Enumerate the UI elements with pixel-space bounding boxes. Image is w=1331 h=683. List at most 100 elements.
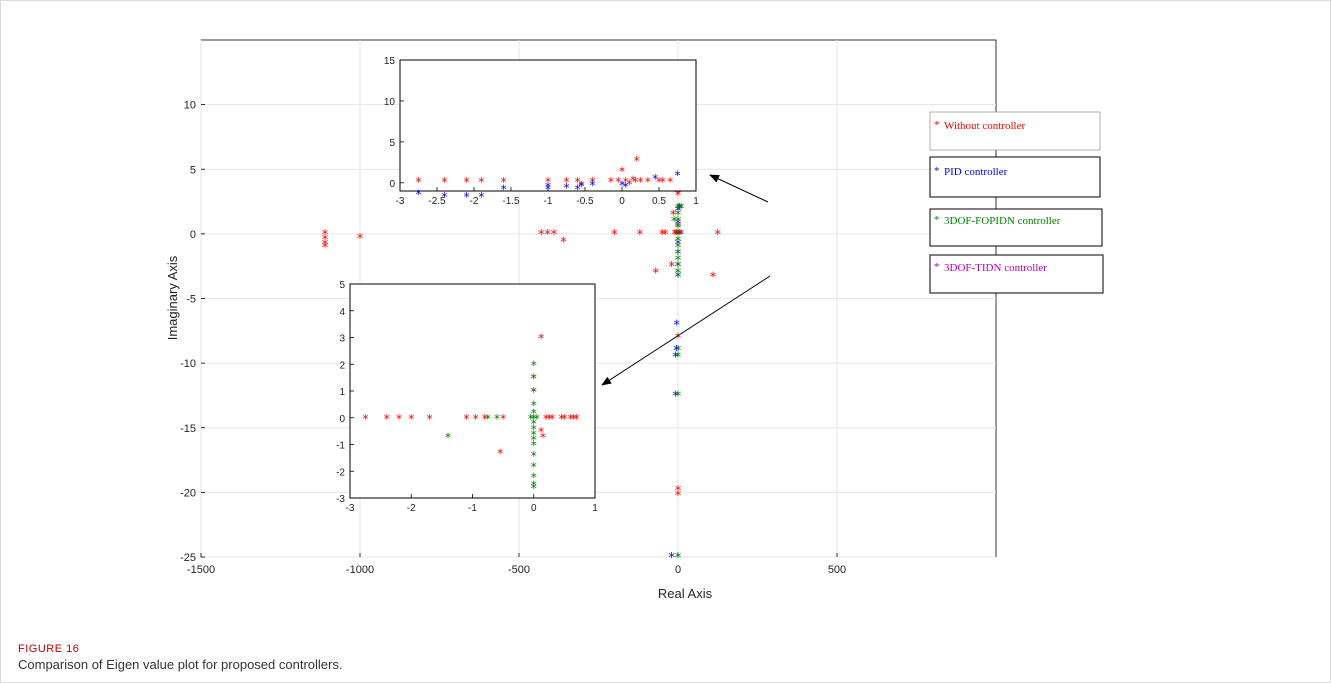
point-without-controller: * [670,208,677,223]
point-without-controller: * [531,372,537,386]
point-without-controller: * [615,175,621,189]
point-without-controller: * [568,412,574,426]
point-without-controller: * [608,175,614,189]
point-pid-controller: * [672,351,679,366]
point-without-controller: * [619,165,625,179]
point-3dof-fopidn-controller: * [675,260,682,275]
point-pid-controller: * [441,190,447,204]
point-3dof-fopidn-controller: * [531,479,537,493]
legend-label-fopidn: 3DOF-FOPIDN controller [944,215,1061,227]
point-pid-controller: * [675,271,682,286]
legend-marker-fopidn: * [934,214,940,226]
point-without-controller: * [322,228,329,243]
inset-top-plot-area [399,59,697,192]
inset-bottom-data-points: * * * * * * * *********** ** ***** * **************… [362,332,579,496]
legend-box-tidn [929,254,1104,294]
main-data-points: ***** * * *** ******************************… [322,62,722,566]
point-without-controller: * [564,175,570,189]
figure-caption: Comparison of Eigen value plot for propo… [18,657,343,672]
point-3dof-fopidn-controller: * [675,234,682,249]
point-without-controller: * [710,271,717,286]
y-tick-label: 10 [384,97,396,108]
point-3dof-fopidn-controller: * [531,358,537,372]
legend: * Without controller * PID controller * … [929,111,1104,294]
x-tick-label: -1.5 [502,196,520,207]
point-without-controller: * [660,175,666,189]
point-3dof-fopidn-controller: * [531,471,537,485]
point-3dof-fopidn-controller: * [531,481,537,495]
y-tick-label: -5 [186,294,196,306]
point-3dof-fopidn-controller: * [675,344,682,359]
point-without-controller: * [427,412,433,426]
legend-box-fopidn [929,208,1103,247]
point-without-controller: * [632,175,638,189]
point-3dof-fopidn-controller: * [675,267,682,282]
point-without-controller: * [630,174,636,188]
x-tick-label: -2.5 [428,196,446,207]
point-without-controller: * [626,178,632,192]
legend-marker-pid: * [934,165,940,177]
point-3dof-fopidn-controller: * [675,271,682,286]
point-3dof-fopidn-controller: * [485,412,491,426]
point-without-controller: * [546,412,552,426]
y-tick-label: -1 [336,441,345,452]
point-pid-controller: * [464,190,470,204]
point-without-controller: * [645,175,651,189]
inset-bottom-axis-ticks: -3 -2 -1 0 1 -3 -2 -1 0 1 2 3 4 5 [336,280,598,514]
point-pid-controller: * [675,238,682,253]
point-3dof-fopidn-controller: * [531,428,537,442]
point-without-controller: * [638,175,644,189]
point-3dof-fopidn-controller: * [528,412,534,426]
point-without-controller: * [675,220,682,235]
point-without-controller: * [672,228,679,243]
point-without-controller: * [501,175,507,189]
point-without-controller: * [637,228,644,243]
point-without-controller: * [362,412,368,426]
point-pid-controller: * [575,183,581,197]
point-without-controller: * [543,412,549,426]
point-3dof-fopidn-controller: * [531,406,537,420]
point-without-controller: * [497,447,503,461]
point-pid-controller: * [652,172,658,186]
point-without-controller: * [531,385,537,399]
point-without-controller: * [611,228,618,243]
point-without-controller: * [652,267,659,282]
point-without-controller: * [623,175,629,189]
x-tick-label: -2 [407,503,416,514]
point-without-controller: * [675,189,682,204]
y-tick-label: 5 [339,280,345,291]
y-tick-label: 15 [384,56,396,67]
point-without-controller: * [441,175,447,189]
point-pid-controller: * [564,181,570,195]
point-3dof-fopidn-controller: * [531,433,537,447]
x-tick-label: -1 [468,503,477,514]
point-without-controller: * [634,154,640,168]
point-3dof-fopidn-controller: * [531,398,537,412]
figure-label: FIGURE 16 [18,643,80,655]
legend-marker-tidn: * [934,261,940,273]
point-3dof-fopidn-controller: * [675,228,682,243]
point-without-controller: * [675,331,682,346]
point-pid-controller: * [673,344,680,359]
point-3dof-fopidn-controller: * [531,460,537,474]
point-without-controller: * [322,238,329,253]
point-3dof-fopidn-controller: * [678,202,685,217]
legend-box-pid [929,156,1101,198]
y-tick-label: -15 [180,423,196,435]
point-3dof-fopidn-controller: * [494,412,500,426]
x-tick-label: 0 [619,196,625,207]
x-tick-label: -0.5 [576,196,594,207]
point-3dof-fopidn-controller: * [675,221,682,236]
point-pid-controller: * [672,389,679,404]
point-without-controller: * [545,175,551,189]
x-tick-label: -500 [508,564,530,576]
x-tick-label: -1 [544,196,553,207]
y-tick-label: 0 [339,414,345,425]
point-without-controller: * [384,412,390,426]
point-without-controller: * [678,228,685,243]
point-pid-controller: * [578,179,584,193]
point-without-controller: * [540,430,546,444]
point-without-controller: * [675,489,682,504]
